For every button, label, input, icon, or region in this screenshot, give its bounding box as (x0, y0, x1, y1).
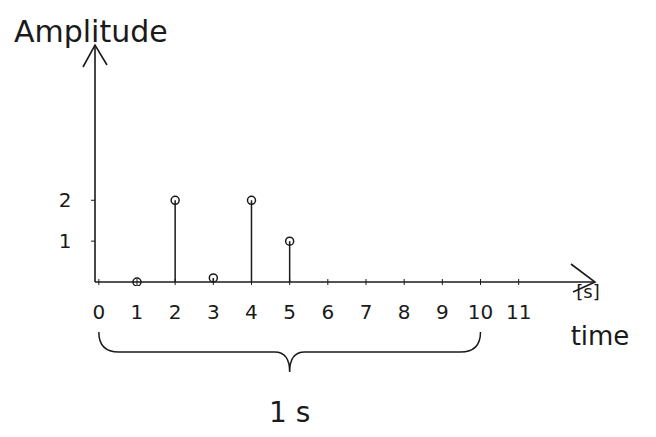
stem (209, 274, 217, 282)
x-tick-label: 7 (360, 300, 373, 324)
y-axis-label: Amplitude (14, 14, 168, 49)
stem-marker (247, 196, 255, 204)
x-tick-label: 5 (283, 300, 296, 324)
stem-marker (286, 237, 294, 245)
y-tick (91, 241, 95, 242)
x-tick (98, 279, 99, 285)
stem-line (289, 241, 291, 282)
y-tick (91, 200, 95, 201)
x-tick-label: 10 (468, 300, 493, 324)
stem-marker (209, 274, 217, 282)
stem (247, 196, 255, 282)
x-axis-unit: [s] (576, 281, 599, 302)
stem-marker (171, 196, 179, 204)
x-tick-label: 9 (436, 300, 449, 324)
stem-line (251, 200, 253, 282)
chart-svg: 0123456789101112Amplitude[s]time1 s (0, 0, 656, 437)
x-tick (442, 279, 443, 285)
stem (171, 196, 179, 282)
x-axis-label: time (571, 321, 630, 351)
x-tick (518, 279, 519, 285)
stem (133, 278, 141, 286)
x-tick (480, 279, 481, 285)
brace-label: 1 s (269, 396, 310, 429)
brace (99, 332, 481, 372)
stem (286, 237, 294, 282)
x-tick-label: 4 (245, 300, 258, 324)
x-tick-label: 2 (169, 300, 182, 324)
y-tick-label: 1 (59, 229, 72, 253)
x-tick-label: 1 (131, 300, 144, 324)
x-tick-label: 11 (506, 300, 531, 324)
x-tick (365, 279, 366, 285)
plot-area (133, 196, 294, 286)
x-tick-label: 0 (92, 300, 105, 324)
chart-container: 0123456789101112Amplitude[s]time1 s (0, 0, 656, 437)
y-tick-label: 2 (59, 188, 72, 212)
x-axis (95, 281, 595, 283)
x-tick-label: 3 (207, 300, 220, 324)
x-tick (327, 279, 328, 285)
x-tick (136, 279, 137, 285)
stem-marker (133, 278, 141, 286)
y-axis (94, 45, 96, 282)
x-tick-label: 8 (398, 300, 411, 324)
stem-line (174, 200, 176, 282)
x-tick (404, 279, 405, 285)
x-tick-label: 6 (321, 300, 334, 324)
